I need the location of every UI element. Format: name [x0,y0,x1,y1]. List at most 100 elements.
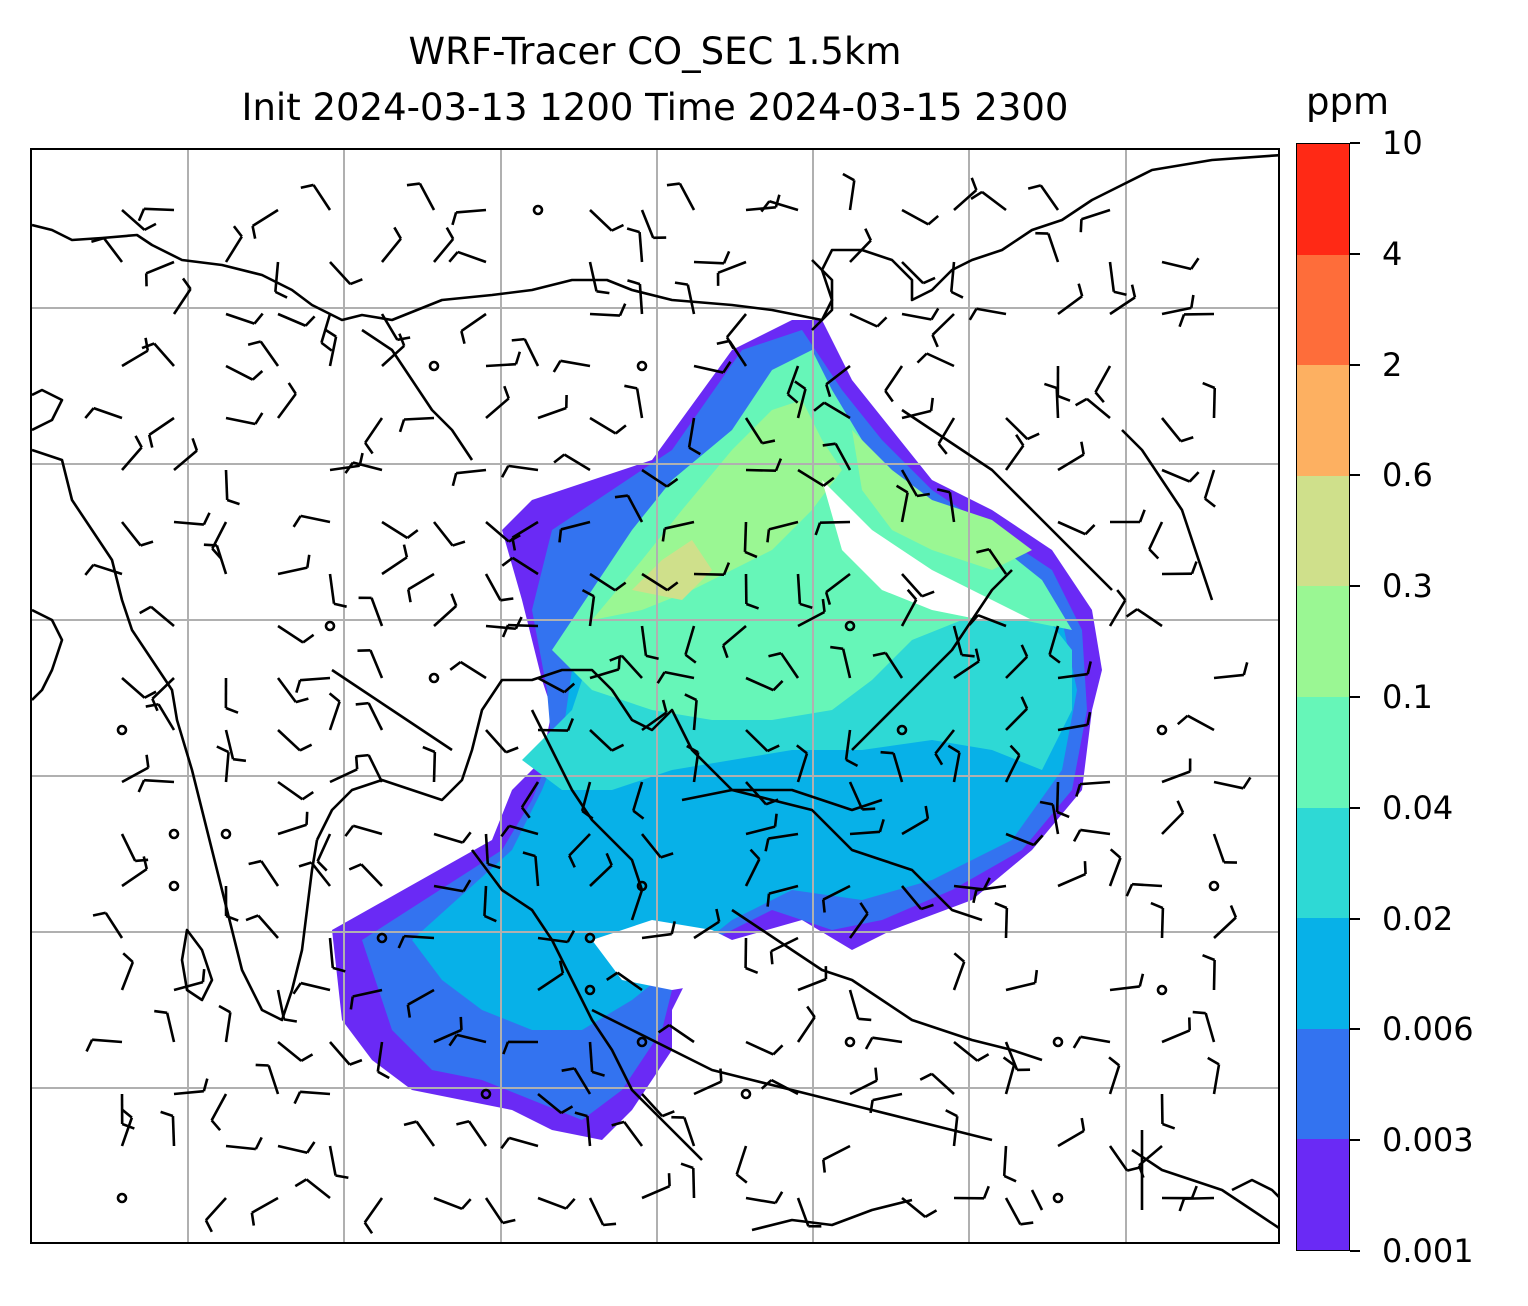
wind-barb [406,572,435,603]
wind-barb [294,1178,331,1200]
wind-barb [574,1111,592,1147]
colorbar-tick-label: 2 [1382,345,1403,384]
wind-barb [1108,589,1127,627]
plume-level-01b [852,430,1032,570]
wind-barb [537,960,565,992]
wind-barb [1202,953,1216,991]
wind-barb [484,833,501,870]
wind-barb [1052,1036,1064,1048]
wind-barb [433,1196,472,1211]
wind-barb [937,417,956,455]
wind-barb [403,1120,436,1147]
wind-barb [900,885,934,911]
wind-barb [949,261,964,299]
wind-barb [520,781,540,819]
wind-barb [344,461,383,474]
wind-barb [1002,1056,1016,1095]
wind-barb [589,729,625,752]
wind-barb [448,250,487,264]
wind-barb [568,833,591,868]
wind-barb [849,819,885,836]
wind-barb [1160,1093,1176,1130]
wind-barb [849,228,873,263]
wind-barb [849,1067,879,1096]
wind-barb [224,225,243,263]
colorbar-segment [1297,807,1349,919]
wind-barb [537,1196,576,1210]
colorbar-tick-label: 0.6 [1382,456,1433,495]
wind-barb [173,512,211,526]
wind-barb [766,884,799,907]
wind-barb [218,1004,232,1043]
wind-barb [1057,1117,1086,1148]
wind-barb [1108,1056,1121,1095]
wind-barb [641,468,679,488]
colorbar-unit-label: ppm [1306,80,1390,123]
wind-barb [225,364,264,381]
wind-barb [584,984,596,996]
wind-barb [764,832,799,852]
wind-barb [1202,381,1217,419]
wind-barb [864,1036,903,1050]
wind-barb [485,521,521,543]
wind-barb [1108,848,1122,887]
wind-barb [1039,800,1060,835]
wind-barb [636,880,648,892]
wind-barb [121,209,157,232]
colorbar-tick-mark [1350,1139,1360,1142]
colorbar-segment [1297,918,1349,1029]
wind-barb [293,1090,331,1105]
chart-title-line-2: Init 2024-03-13 1200 Time 2024-03-15 230… [241,86,1069,129]
wind-barb [460,312,487,345]
wind-barb [422,745,437,783]
wind-barb [168,828,180,840]
wind-barb [589,416,627,435]
wind-barb [92,911,124,939]
wind-barb [292,981,331,995]
wind-barb [968,307,1007,321]
wind-barb [693,250,731,265]
wind-barb [355,701,384,731]
wind-barb [329,756,359,784]
wind-barb [121,337,150,368]
wind-barb [1161,1185,1198,1200]
wind-barb [636,1036,648,1048]
wind-barb [248,859,280,887]
wind-barb [225,1136,263,1151]
wind-barb [1156,984,1168,996]
wind-barb [641,921,676,940]
wind-barb [797,966,828,992]
wind-barb [121,856,149,888]
wind-barb [1161,758,1192,784]
colorbar-segment [1297,586,1349,698]
wind-barb [172,277,192,315]
wind-barb [451,468,487,487]
wind-barb [316,833,332,872]
wind-barb [357,649,384,679]
wind-barb [537,929,576,944]
wind-barb [329,261,363,286]
wind-barb [825,364,851,398]
wind-barb [1057,711,1092,732]
plume-level-03 [632,540,712,600]
wind-barb [561,1067,592,1095]
colorbar-segment [1297,144,1349,255]
wind-barb [428,360,440,372]
wind-barb [641,1173,671,1200]
wind-barb [744,573,760,610]
wind-barb [173,437,199,471]
wind-barb [768,651,800,679]
wind-barb [844,1036,856,1048]
wind-barb [972,884,1007,904]
wind-barb [120,833,149,863]
wind-barb [797,598,826,628]
wind-barb [626,227,644,263]
wind-barb [485,351,522,368]
chart-title-line-1: WRF-Tracer CO_SEC 1.5km [408,30,902,73]
wind-barb [1161,800,1185,835]
wind-barb [745,1191,784,1205]
wind-barb [769,936,799,965]
wind-barb [606,971,643,992]
colorbar-tick-mark [1350,696,1360,698]
tracer-plume [332,320,1102,1140]
